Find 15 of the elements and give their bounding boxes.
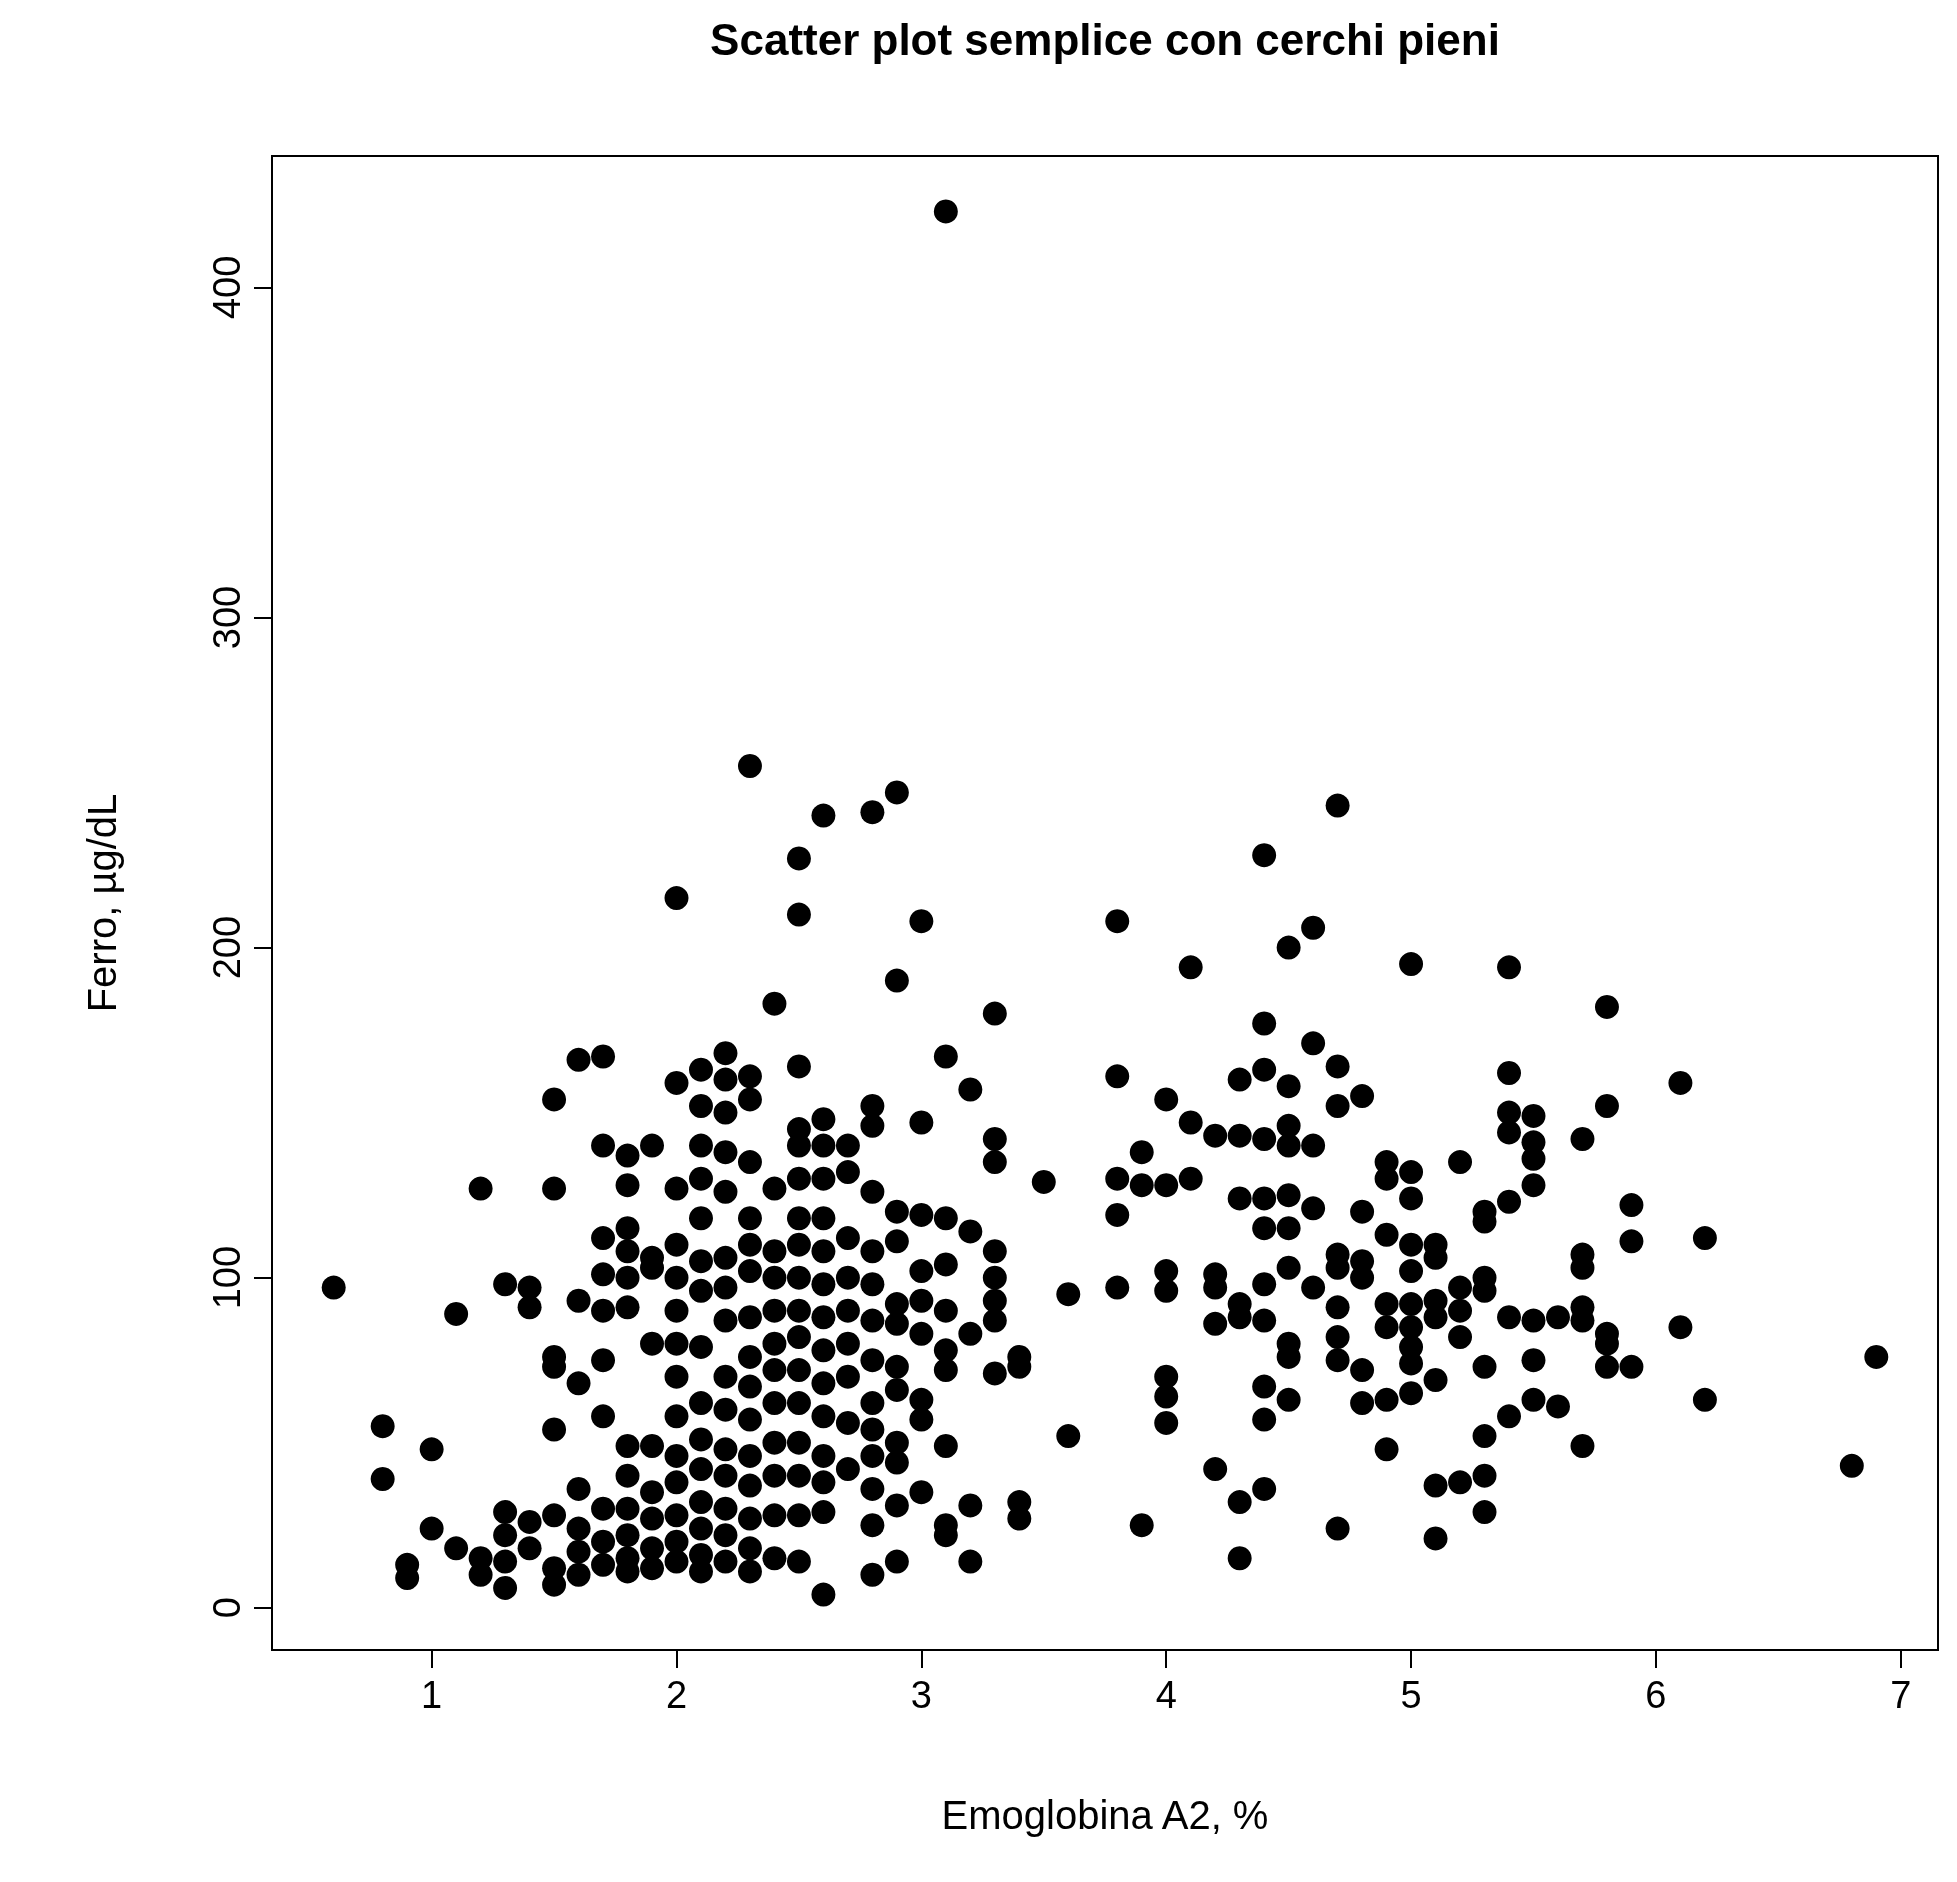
y-tick-label: 200 [206, 915, 248, 980]
x-tick-label: 7 [1890, 1674, 1912, 1716]
y-tick-label: 100 [206, 1245, 248, 1310]
y-tick-label: 0 [206, 1597, 248, 1619]
y-tick-label: 400 [206, 255, 248, 320]
y-axis-title: Ferro, µg/dL [80, 793, 124, 1013]
x-axis-title: Emoglobina A2, % [941, 1793, 1269, 1837]
y-tick-label: 300 [206, 585, 248, 650]
x-tick-label: 5 [1400, 1674, 1422, 1716]
x-tick-label: 1 [421, 1674, 443, 1716]
x-tick-label: 2 [665, 1674, 688, 1716]
chart-title: Scatter plot semplice con cerchi pieni [710, 14, 1500, 64]
x-tick-label: 6 [1645, 1674, 1667, 1716]
x-tick-label: 3 [910, 1674, 932, 1716]
x-tick-label: 4 [1155, 1674, 1177, 1716]
